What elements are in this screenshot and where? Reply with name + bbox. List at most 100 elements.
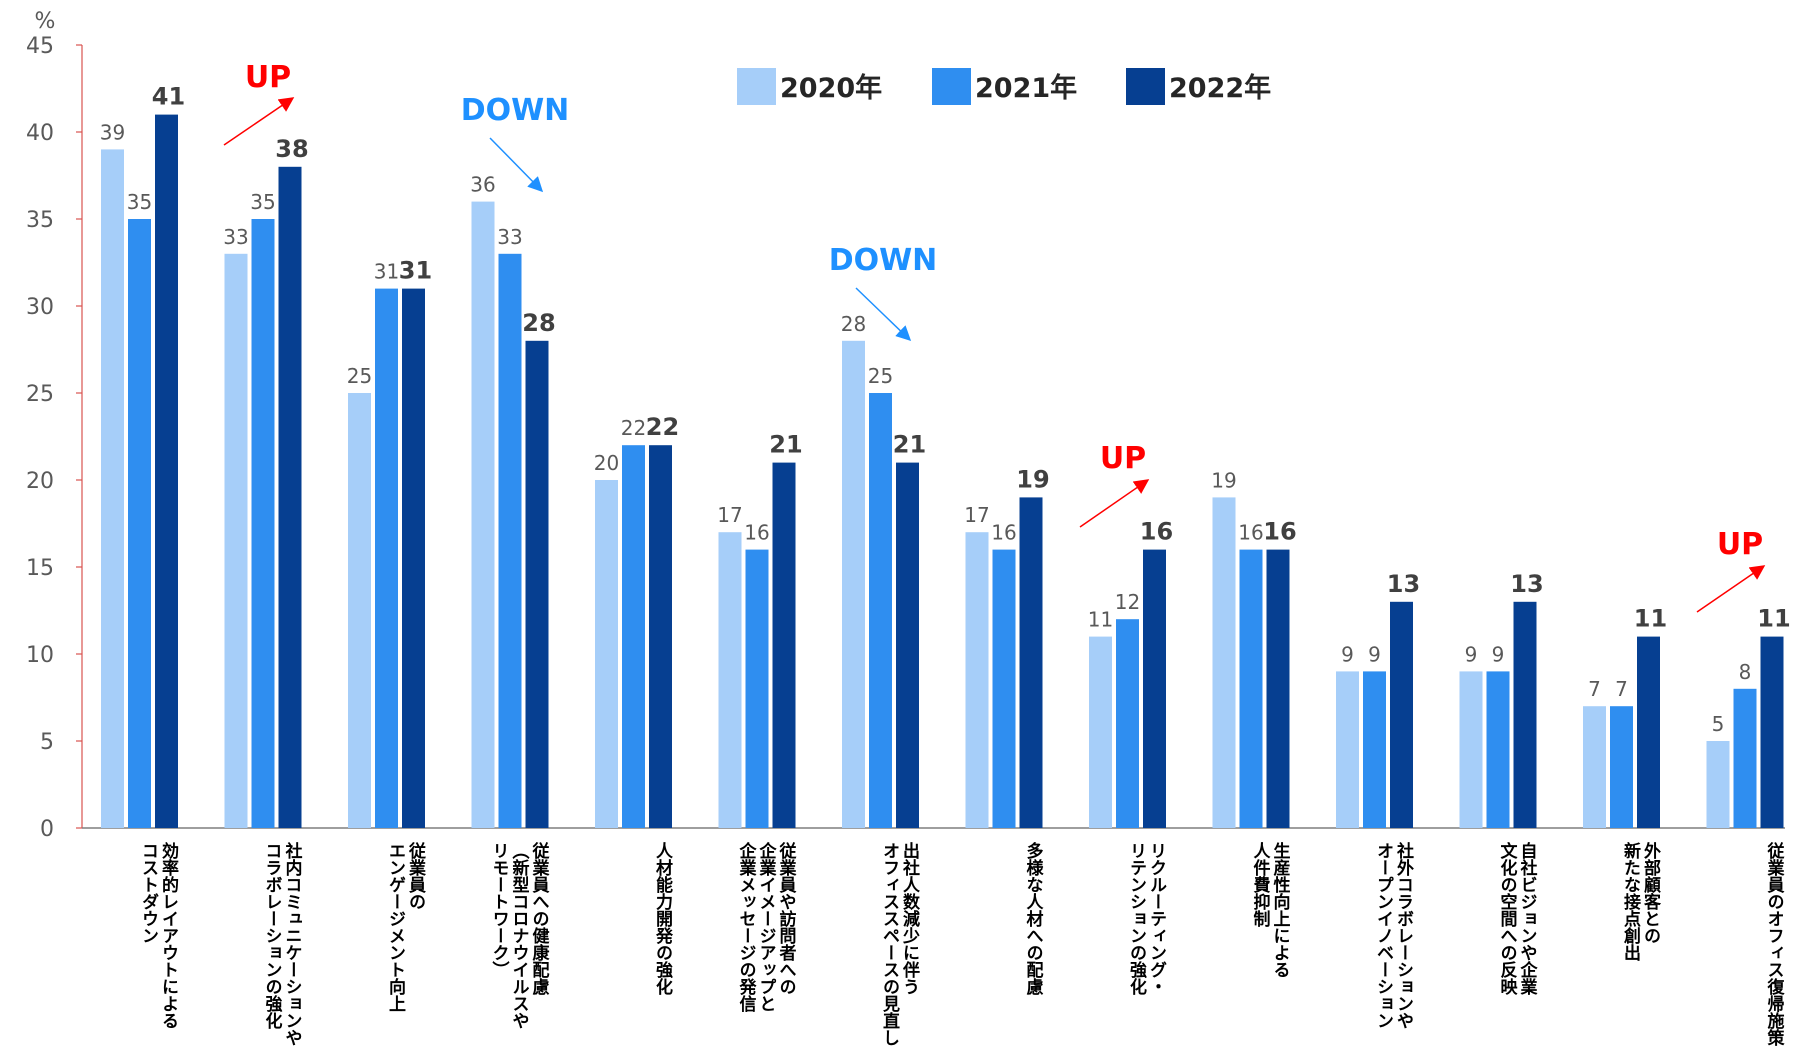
legend-label: 2020年 [780, 72, 882, 104]
category-label: 外部顧客との [1640, 841, 1662, 944]
y-tick-label: 20 [26, 469, 54, 494]
data-label: 9 [1341, 642, 1354, 666]
data-label: 36 [470, 173, 495, 197]
bar [718, 532, 742, 828]
bar [1760, 636, 1784, 828]
data-label: 31 [399, 257, 432, 285]
legend-swatch [1126, 68, 1165, 105]
category-label: 社外コラボレーションや [1393, 841, 1415, 1029]
data-label: 21 [893, 431, 926, 459]
data-label: 41 [152, 83, 185, 111]
trend-annotation-label: DOWN [829, 243, 938, 278]
data-label: 21 [769, 431, 802, 459]
bar [525, 340, 549, 828]
data-label: 28 [841, 312, 866, 336]
trend-arrow [223, 97, 295, 146]
data-label: 22 [621, 416, 646, 440]
category-label: リクルーティング・ [1146, 842, 1167, 995]
category-label: コストダウン [138, 842, 159, 944]
data-label: 9 [1368, 642, 1381, 666]
data-label: 19 [1016, 465, 1049, 493]
data-label: 12 [1115, 590, 1140, 614]
category-label: 人件費抑制 [1250, 842, 1271, 928]
legend-label: 2022年 [1169, 72, 1271, 104]
category-label: コラボレーションの強化 [262, 842, 283, 1029]
data-label: 33 [497, 225, 522, 249]
category-label: 企業メッセージの発信 [736, 841, 758, 1013]
bar [1116, 619, 1139, 828]
trend-arrow [1696, 565, 1766, 613]
y-tick-label: 10 [26, 643, 54, 668]
y-tick-label: 40 [26, 121, 54, 146]
bar [375, 288, 398, 829]
category-label: 多様な人材への配慮 [1023, 841, 1044, 995]
category-label: 文化の空間への反映 [1497, 841, 1518, 996]
bars [101, 114, 1784, 829]
category-label: 従業員のオフィス復帰施策 [1764, 841, 1786, 1047]
category-label: リモートワーク） [489, 842, 510, 978]
data-label: 19 [1211, 468, 1236, 492]
y-axis-unit-label: % [35, 9, 56, 34]
bar [1513, 601, 1537, 828]
category-label: オフィススペースの見直し [879, 842, 901, 1046]
y-tick-label: 45 [26, 34, 54, 59]
bar [745, 549, 769, 828]
y-tick-label: 0 [40, 817, 54, 842]
bar [869, 393, 892, 828]
category-label: オープンイノベーション [1373, 842, 1394, 1029]
trend-arrow [489, 137, 544, 193]
data-label: 25 [868, 364, 893, 388]
bar [1459, 671, 1483, 828]
category-label: （新型コロナウイルスや [509, 842, 530, 1029]
bar [1486, 671, 1510, 828]
bar [155, 114, 178, 829]
legend-label: 2021年 [975, 72, 1077, 104]
category-label: 従業員の [405, 841, 427, 910]
data-label: 13 [1510, 570, 1543, 598]
trend-arrow [855, 287, 912, 342]
data-label: 33 [223, 225, 248, 249]
bar [1143, 549, 1166, 828]
category-label: 人材能力開発の強化 [652, 842, 674, 995]
category-label: 出社人数減少に伴う [899, 841, 921, 995]
data-label: 11 [1634, 605, 1667, 633]
data-label: 16 [1263, 518, 1296, 546]
data-label: 25 [347, 364, 372, 388]
category-label: リテンションの強化 [1126, 842, 1147, 995]
bar [251, 219, 275, 828]
data-label: 7 [1588, 677, 1601, 701]
data-label: 20 [594, 451, 619, 475]
category-label: 従業員への健康配慮 [529, 841, 551, 995]
bar [965, 532, 989, 828]
category-label: 効率的レイアウトによる [158, 841, 179, 1029]
bar [1390, 601, 1413, 828]
bar [1336, 671, 1359, 828]
data-label: 35 [250, 190, 275, 214]
data-label: 22 [646, 413, 679, 441]
legend-swatch [932, 68, 971, 105]
trend-annotations: UP DOWN DOWN UP UP [223, 60, 1766, 613]
data-label: 17 [717, 503, 742, 527]
bar [595, 480, 618, 828]
trend-annotation-label: UP [245, 60, 291, 95]
category-label: 企業イメージアップと [756, 841, 778, 1012]
trend-arrow [1079, 479, 1150, 528]
y-tick-label: 35 [26, 208, 54, 233]
bar [101, 149, 124, 828]
data-label: 16 [1140, 518, 1173, 546]
bar [649, 445, 672, 828]
bar [992, 549, 1016, 828]
data-label: 38 [275, 135, 308, 163]
y-tick-label: 30 [26, 295, 54, 320]
data-label: 39 [100, 120, 125, 144]
category-label: 従業員や訪問者への [776, 841, 798, 995]
bar [498, 253, 522, 829]
bar [128, 219, 151, 828]
trend-annotation-label: UP [1100, 441, 1146, 476]
category-label: 生産性向上による [1270, 841, 1291, 978]
bar [278, 166, 302, 829]
legend: 2020年 2021年 2022年 [737, 68, 1271, 105]
bar [1266, 549, 1290, 828]
